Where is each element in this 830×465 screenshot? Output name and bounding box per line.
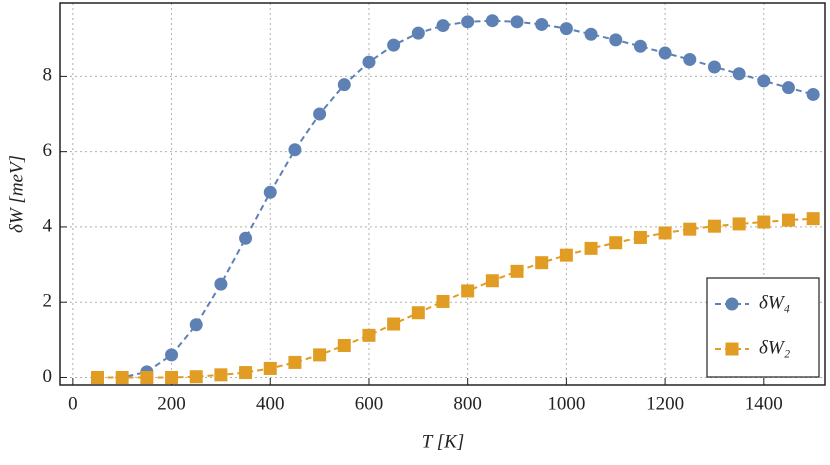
x-tick-label: 1000 xyxy=(547,393,585,414)
point xyxy=(214,277,228,291)
point xyxy=(337,78,351,92)
series-line xyxy=(97,19,814,379)
point xyxy=(288,355,302,369)
point xyxy=(387,38,401,52)
point xyxy=(313,107,327,121)
point xyxy=(461,284,475,298)
point xyxy=(313,348,327,362)
point xyxy=(559,248,573,262)
point xyxy=(732,67,746,81)
legend-label: δW₄ xyxy=(759,292,790,313)
point xyxy=(559,22,573,36)
y-axis-label: δW [meV] xyxy=(6,155,27,233)
point xyxy=(510,264,524,278)
point xyxy=(683,222,697,236)
point xyxy=(633,230,647,244)
point xyxy=(683,52,697,66)
point xyxy=(485,14,499,28)
x-tick-label: 600 xyxy=(355,393,384,414)
legend-label: δW₂ xyxy=(759,337,791,358)
point xyxy=(165,370,179,384)
x-tick-label: 800 xyxy=(453,393,482,414)
legend-box xyxy=(706,277,820,378)
y-tick-label: 6 xyxy=(43,140,53,161)
point xyxy=(189,318,203,332)
point xyxy=(732,217,746,231)
x-tick-label: 200 xyxy=(157,393,186,414)
point xyxy=(510,15,524,29)
point xyxy=(535,256,549,270)
point xyxy=(806,212,820,226)
point xyxy=(115,370,129,384)
y-tick-label: 8 xyxy=(43,65,53,86)
point xyxy=(757,215,771,229)
point xyxy=(362,55,376,69)
point xyxy=(140,370,154,384)
point xyxy=(609,33,623,47)
point xyxy=(781,81,795,95)
y-tick-label: 0 xyxy=(43,366,53,387)
point xyxy=(535,17,549,31)
point xyxy=(658,46,672,60)
point xyxy=(337,338,351,352)
legend-marker xyxy=(725,297,739,311)
point xyxy=(707,219,721,233)
point xyxy=(411,306,425,320)
point xyxy=(584,241,598,255)
x-tick-label: 0 xyxy=(68,393,78,414)
point xyxy=(658,226,672,240)
point xyxy=(91,370,105,384)
point xyxy=(707,60,721,74)
legend-marker xyxy=(725,342,739,356)
series-line xyxy=(97,217,814,379)
point xyxy=(214,368,228,382)
point xyxy=(411,26,425,40)
y-tick-label: 4 xyxy=(43,215,53,236)
point xyxy=(781,213,795,227)
point xyxy=(239,366,253,380)
point xyxy=(362,328,376,342)
point xyxy=(609,236,623,250)
point xyxy=(263,361,277,375)
x-axis-label: T [K] xyxy=(422,431,464,452)
point xyxy=(288,143,302,157)
x-tick-label: 1200 xyxy=(646,393,684,414)
point xyxy=(239,231,253,245)
point xyxy=(757,74,771,88)
y-tick-label: 2 xyxy=(43,291,53,312)
point xyxy=(387,317,401,331)
point xyxy=(263,185,277,199)
x-tick-label: 400 xyxy=(256,393,285,414)
point xyxy=(436,19,450,33)
point xyxy=(633,39,647,53)
point xyxy=(806,87,820,101)
point xyxy=(461,15,475,29)
plot-frame xyxy=(59,2,826,386)
point xyxy=(485,274,499,288)
point xyxy=(189,370,203,384)
point xyxy=(436,294,450,308)
point xyxy=(584,27,598,41)
x-tick-label: 1400 xyxy=(745,393,783,414)
point xyxy=(165,348,179,362)
